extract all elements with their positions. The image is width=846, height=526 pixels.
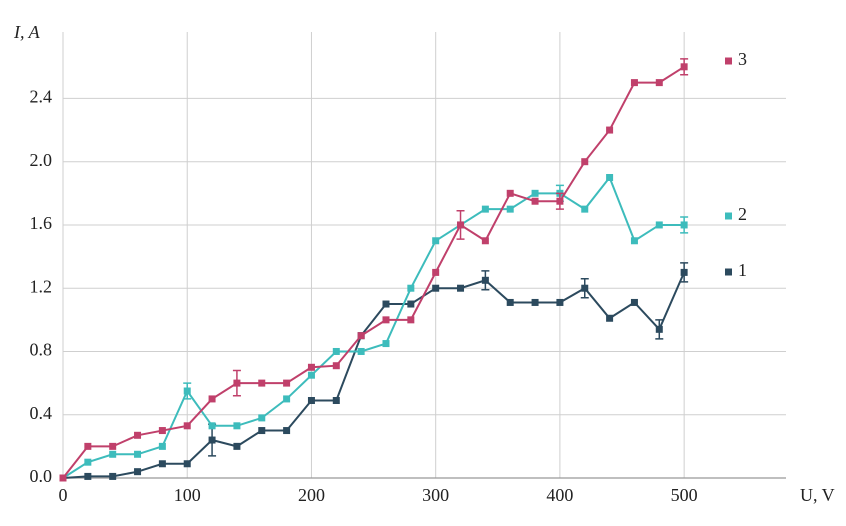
data-point [134,431,142,439]
data-point [680,221,688,229]
y-tick-label: 2.4 [30,87,53,107]
data-point [432,284,440,292]
data-point [457,221,465,229]
data-point [134,468,142,476]
data-point [258,427,266,435]
data-point [283,395,291,403]
data-point [208,436,216,444]
data-point [109,442,117,450]
data-point [382,300,390,308]
data-point [332,397,340,405]
data-point [183,387,191,395]
legend-label: 1 [738,260,747,280]
data-point [407,300,415,308]
data-point [630,79,638,87]
data-point [208,395,216,403]
data-point [332,362,340,370]
data-point [382,316,390,324]
data-point [357,347,365,355]
data-point [183,422,191,430]
data-point [158,427,166,435]
data-point [581,158,589,166]
y-tick-label: 1.6 [30,213,53,233]
data-point [457,284,465,292]
data-point [258,379,266,387]
data-point [481,237,489,245]
data-point [158,460,166,468]
data-point [134,450,142,458]
data-point [655,325,663,333]
y-tick-label: 0.4 [30,403,53,423]
data-point [283,427,291,435]
y-tick-label: 0.8 [30,340,53,360]
data-point [307,397,315,405]
legend-swatch [725,268,732,276]
x-axis-label: U, V [800,485,835,505]
data-point [606,174,614,182]
data-point [655,79,663,87]
data-point [332,347,340,355]
x-tick-label: 400 [546,485,573,505]
data-point [630,237,638,245]
y-tick-label: 0.0 [30,466,53,486]
data-point [531,298,539,306]
data-point [581,205,589,213]
data-point [407,316,415,324]
data-point [357,332,365,340]
data-point [59,474,67,482]
legend-label: 3 [738,49,747,69]
data-point [531,197,539,205]
data-point [382,340,390,348]
data-point [506,205,514,213]
data-point [506,189,514,197]
data-point [556,298,564,306]
legend-swatch [725,212,732,220]
data-point [208,422,216,430]
data-point [432,268,440,276]
data-point [109,450,117,458]
y-tick-label: 2.0 [30,150,53,170]
data-point [283,379,291,387]
data-point [158,442,166,450]
y-tick-label: 1.2 [30,276,53,296]
data-point [630,298,638,306]
y-axis-label: I, A [13,22,41,42]
data-point [680,63,688,71]
series-line [62,175,685,479]
data-point [183,460,191,468]
x-tick-label: 500 [671,485,698,505]
data-point [606,126,614,134]
data-point [506,298,514,306]
data-point [109,472,117,480]
data-point [258,414,266,422]
data-point [233,379,241,387]
data-point [655,221,663,229]
data-point [481,205,489,213]
x-tick-label: 100 [174,485,201,505]
x-tick-label: 300 [422,485,449,505]
data-point [307,371,315,379]
data-point [556,197,564,205]
x-tick-label: 0 [59,485,68,505]
data-point [531,189,539,197]
data-point [233,422,241,430]
x-tick-label: 200 [298,485,325,505]
data-point [84,442,92,450]
legend-label: 2 [738,204,747,224]
series-line [62,65,685,479]
data-point [680,268,688,276]
data-point [606,314,614,322]
data-point [84,458,92,466]
legend-swatch [725,57,732,65]
data-point [481,276,489,284]
data-point [407,284,415,292]
data-point [307,363,315,371]
series-line [62,271,686,479]
data-point [84,472,92,480]
data-point [233,442,241,450]
data-point [581,284,589,292]
data-point [432,237,440,245]
